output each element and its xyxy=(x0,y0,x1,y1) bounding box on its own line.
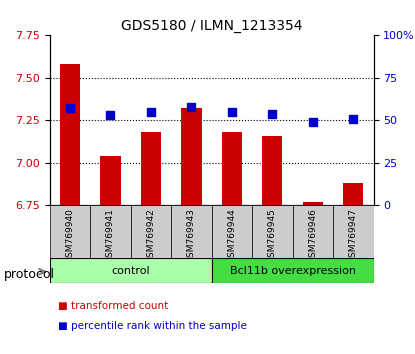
Text: GSM769942: GSM769942 xyxy=(146,208,156,263)
Point xyxy=(310,119,316,125)
FancyBboxPatch shape xyxy=(90,205,131,258)
Text: ■ percentile rank within the sample: ■ percentile rank within the sample xyxy=(58,321,247,331)
Text: protocol: protocol xyxy=(4,268,55,281)
Point xyxy=(67,105,73,111)
Text: GSM769944: GSM769944 xyxy=(227,208,237,263)
Text: GSM769947: GSM769947 xyxy=(349,208,358,263)
Text: GSM769943: GSM769943 xyxy=(187,208,196,263)
FancyBboxPatch shape xyxy=(333,205,374,258)
Point xyxy=(269,111,276,116)
Bar xyxy=(343,183,364,205)
Text: control: control xyxy=(111,266,150,276)
Point xyxy=(188,104,195,110)
Point xyxy=(148,109,154,115)
Bar xyxy=(222,132,242,205)
Point xyxy=(229,109,235,115)
FancyBboxPatch shape xyxy=(171,205,212,258)
Bar xyxy=(181,108,202,205)
Bar xyxy=(303,202,323,205)
Text: GSM769945: GSM769945 xyxy=(268,208,277,263)
FancyBboxPatch shape xyxy=(50,258,212,283)
Point xyxy=(350,116,356,121)
FancyBboxPatch shape xyxy=(50,205,90,258)
FancyBboxPatch shape xyxy=(131,205,171,258)
Text: GSM769940: GSM769940 xyxy=(66,208,75,263)
Text: Bcl11b overexpression: Bcl11b overexpression xyxy=(229,266,356,276)
Bar xyxy=(262,136,283,205)
Bar xyxy=(141,132,161,205)
Text: ■ transformed count: ■ transformed count xyxy=(58,301,168,311)
Text: GSM769941: GSM769941 xyxy=(106,208,115,263)
Bar xyxy=(100,156,121,205)
FancyBboxPatch shape xyxy=(212,205,252,258)
Bar xyxy=(60,64,80,205)
Text: GSM769946: GSM769946 xyxy=(308,208,317,263)
FancyBboxPatch shape xyxy=(252,205,293,258)
FancyBboxPatch shape xyxy=(212,258,374,283)
Title: GDS5180 / ILMN_1213354: GDS5180 / ILMN_1213354 xyxy=(121,19,303,33)
FancyBboxPatch shape xyxy=(293,205,333,258)
Point xyxy=(107,113,114,118)
